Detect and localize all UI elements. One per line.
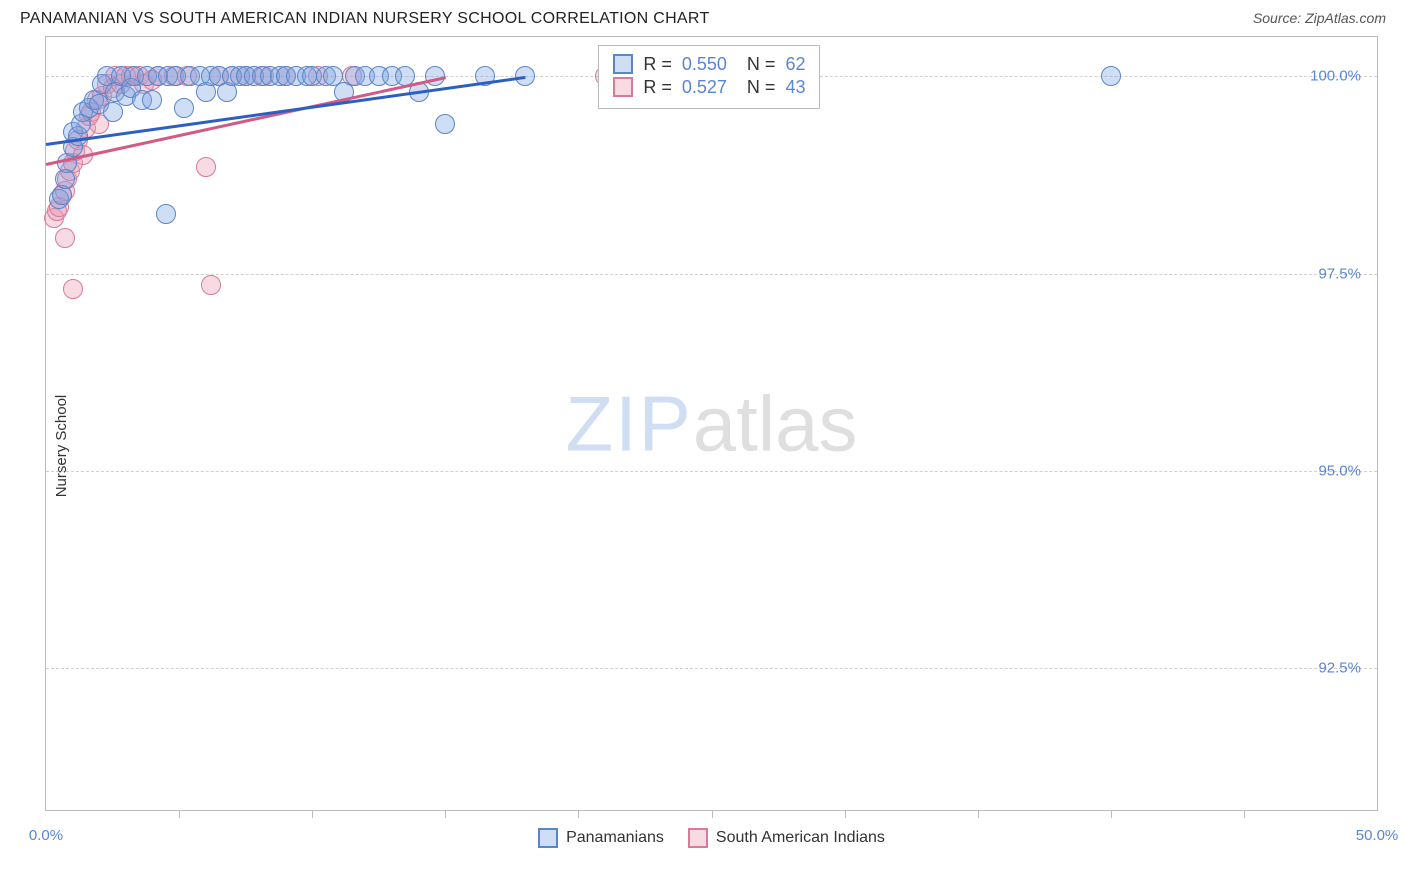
- x-tick: [1244, 810, 1245, 818]
- swatch-sai: [688, 828, 708, 848]
- source-value: ZipAtlas.com: [1305, 10, 1386, 26]
- correlation-legend: R = 0.550 N = 62 R = 0.527 N = 43: [598, 45, 820, 109]
- stat-r-val-1: 0.550: [682, 54, 727, 75]
- gridline: [46, 668, 1377, 669]
- swatch-panamanians: [613, 54, 633, 74]
- legend-label: South American Indians: [716, 829, 885, 847]
- data-point: [142, 90, 162, 110]
- x-tick: [445, 810, 446, 818]
- data-point: [55, 228, 75, 248]
- data-point: [201, 275, 221, 295]
- stat-r-label: R =: [643, 77, 672, 98]
- stat-n-val-2: 43: [785, 77, 805, 98]
- data-point: [435, 114, 455, 134]
- data-point: [1101, 66, 1121, 86]
- x-tick: [845, 810, 846, 818]
- bottom-legend: Panamanians South American Indians: [46, 828, 1377, 848]
- plot-area: 92.5%95.0%97.5%100.0%0.0%50.0%: [46, 37, 1377, 810]
- stat-n-val-1: 62: [785, 54, 805, 75]
- y-tick-label: 97.5%: [1318, 265, 1361, 282]
- data-point: [103, 102, 123, 122]
- stat-row-sai: R = 0.527 N = 43: [613, 77, 805, 98]
- data-point: [174, 98, 194, 118]
- y-tick-label: 95.0%: [1318, 462, 1361, 479]
- legend-item-panamanians: Panamanians: [538, 828, 664, 848]
- data-point: [196, 157, 216, 177]
- data-point: [63, 279, 83, 299]
- data-point: [156, 204, 176, 224]
- y-tick-label: 100.0%: [1310, 68, 1361, 85]
- scatter-chart: ZIPatlas 92.5%95.0%97.5%100.0%0.0%50.0% …: [45, 36, 1378, 811]
- swatch-sai: [613, 77, 633, 97]
- stat-r-label: R =: [643, 54, 672, 75]
- legend-item-sai: South American Indians: [688, 828, 885, 848]
- stat-row-panamanians: R = 0.550 N = 62: [613, 54, 805, 75]
- x-tick: [978, 810, 979, 818]
- x-tick: [578, 810, 579, 818]
- swatch-panamanians: [538, 828, 558, 848]
- x-tick: [179, 810, 180, 818]
- gridline: [46, 274, 1377, 275]
- y-tick-label: 92.5%: [1318, 660, 1361, 677]
- stat-n-label: N =: [747, 77, 776, 98]
- stat-n-label: N =: [747, 54, 776, 75]
- source: Source: ZipAtlas.com: [1253, 10, 1386, 28]
- stat-r-val-2: 0.527: [682, 77, 727, 98]
- x-tick: [1111, 810, 1112, 818]
- x-tick: [712, 810, 713, 818]
- gridline: [46, 471, 1377, 472]
- source-label: Source:: [1253, 10, 1305, 26]
- chart-title: PANAMANIAN VS SOUTH AMERICAN INDIAN NURS…: [20, 10, 710, 28]
- legend-label: Panamanians: [566, 829, 664, 847]
- x-tick: [312, 810, 313, 818]
